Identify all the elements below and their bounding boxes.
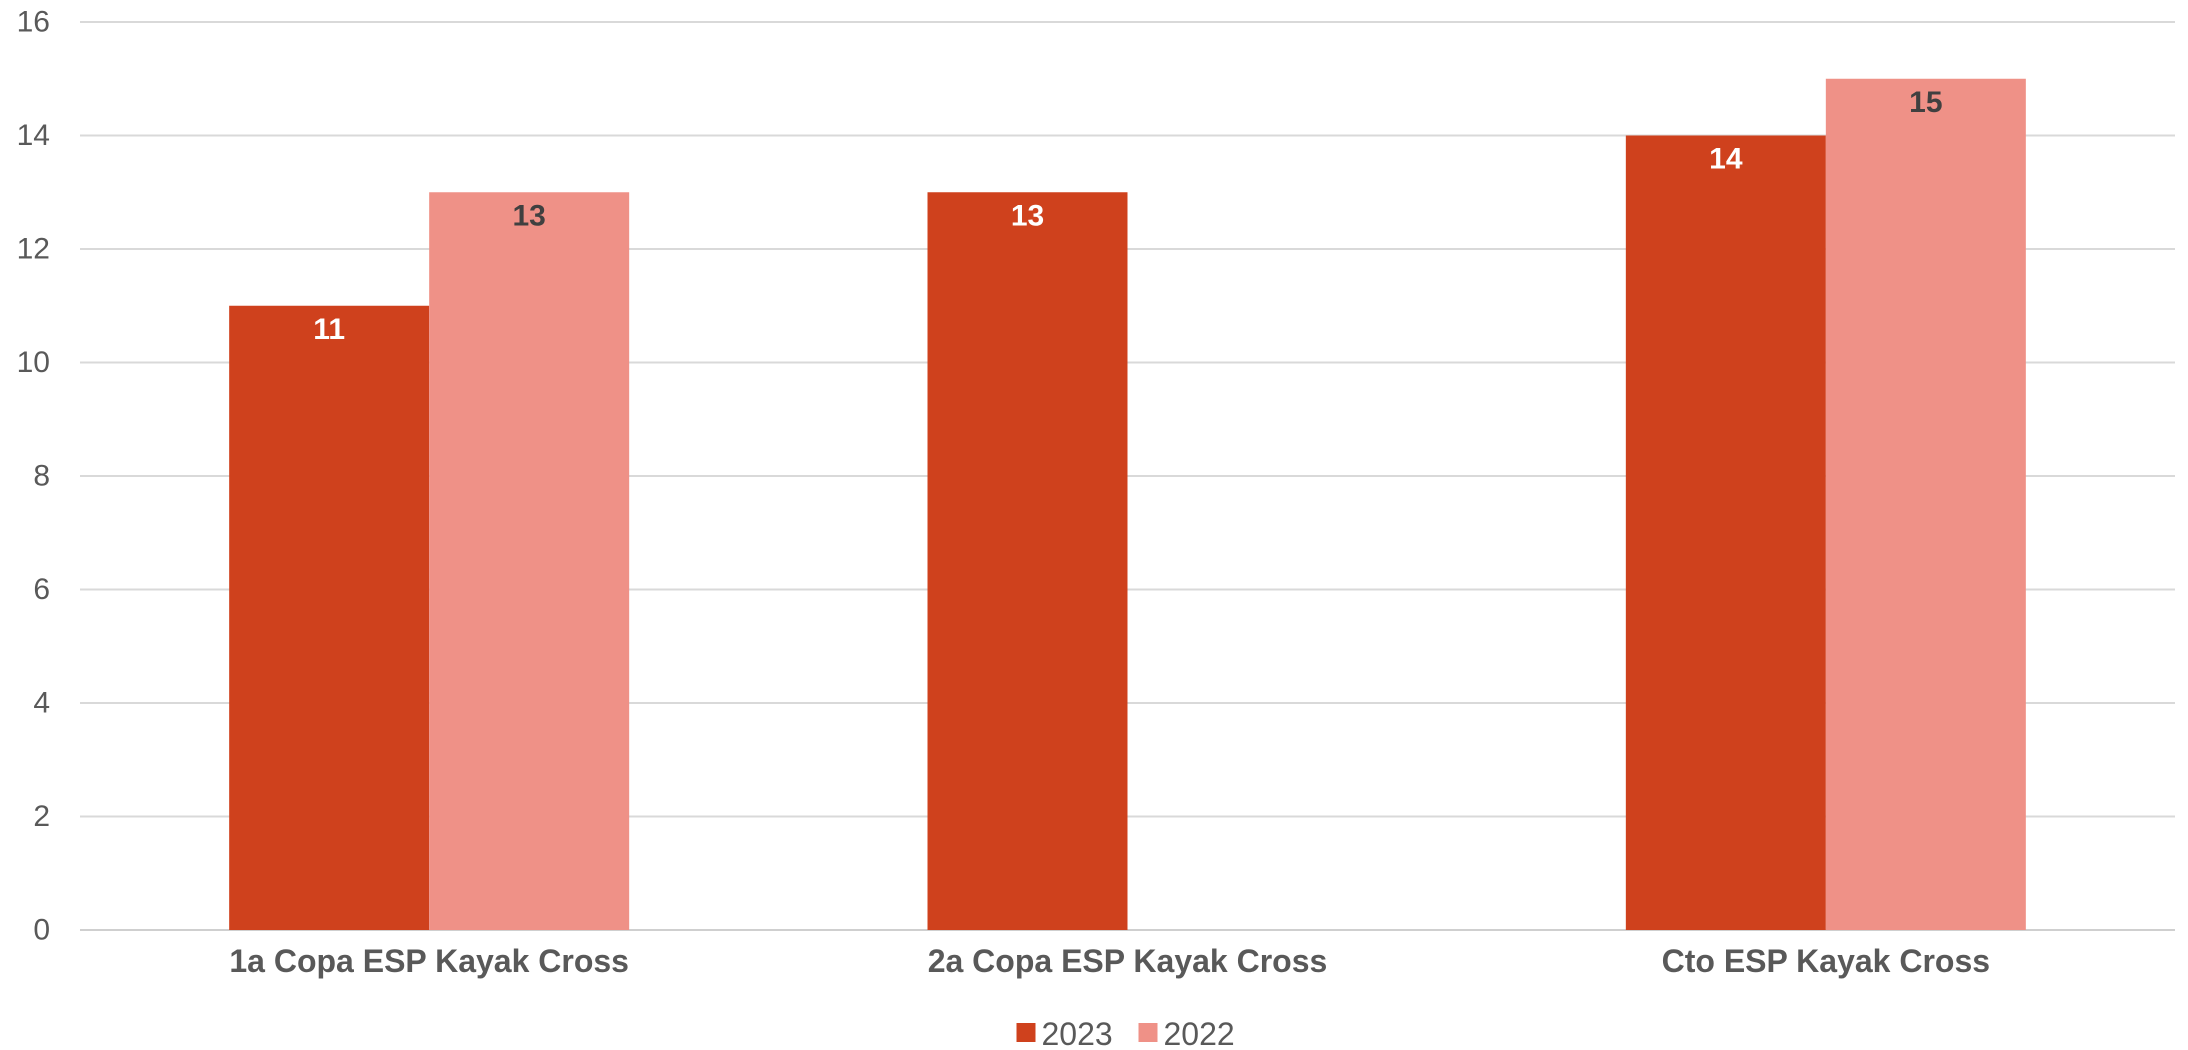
data-label-2022-3: 15 — [1909, 86, 1942, 119]
data-label-2023-2: 13 — [1011, 199, 1044, 232]
legend: 2023 2022 — [1016, 1016, 1235, 1050]
y-tick-label: 12 — [17, 233, 50, 266]
y-tick-label: 14 — [17, 119, 50, 152]
legend-label: 2022 — [1164, 1016, 1235, 1050]
x-tick-label: Cto ESP Kayak Cross — [1662, 943, 1990, 979]
bars — [229, 78, 2026, 930]
bar-2022-3 — [1825, 78, 2026, 930]
data-label-2022-1: 13 — [512, 199, 545, 232]
y-tick-label: 2 — [33, 800, 50, 833]
bar-2023-3 — [1625, 135, 1826, 930]
data-label-2023-3: 14 — [1709, 143, 1743, 176]
legend-label: 2023 — [1042, 1016, 1113, 1050]
bar-2023-2 — [927, 192, 1128, 930]
y-tick-label: 16 — [17, 6, 50, 39]
x-tick-label: 2a Copa ESP Kayak Cross — [928, 943, 1328, 979]
legend-item-2023: 2023 — [1016, 1016, 1113, 1050]
y-tick-label: 0 — [33, 914, 50, 947]
y-tick-label: 6 — [33, 573, 50, 606]
y-axis: 0 2 4 6 8 10 12 14 16 — [17, 6, 50, 947]
y-tick-label: 10 — [17, 346, 50, 379]
data-labels: 11 13 13 14 15 — [313, 86, 1942, 346]
x-tick-label: 1a Copa ESP Kayak Cross — [229, 943, 629, 979]
legend-item-2022: 2022 — [1138, 1016, 1235, 1050]
bar-2022-1 — [429, 192, 630, 930]
bar-2023-1 — [229, 305, 430, 930]
y-tick-label: 4 — [33, 687, 50, 720]
y-tick-label: 8 — [33, 460, 50, 493]
legend-swatch — [1016, 1023, 1036, 1042]
data-label-2023-1: 11 — [313, 313, 345, 346]
legend-swatch — [1138, 1023, 1158, 1042]
x-axis: 1a Copa ESP Kayak Cross 2a Copa ESP Kayak… — [229, 943, 1990, 979]
